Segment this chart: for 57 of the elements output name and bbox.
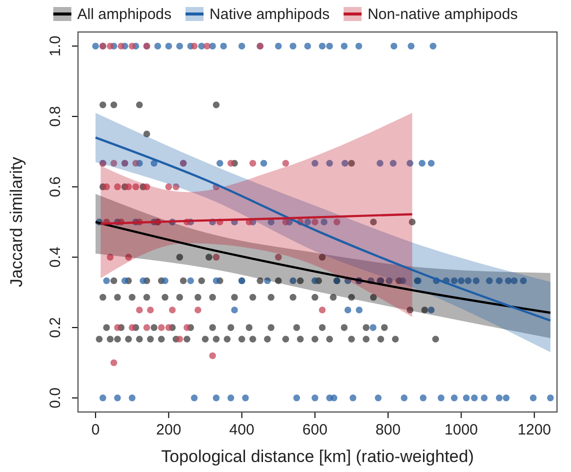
point [114, 183, 121, 190]
point [125, 183, 132, 190]
point [132, 160, 140, 167]
y-tick-label: 0.2 [47, 317, 64, 338]
x-tick-label: 1200 [518, 422, 552, 438]
y-tick-label: 0.0 [47, 387, 64, 408]
x-axis-title: Topological distance [km] (ratio-weighted) [161, 447, 474, 466]
point [282, 218, 290, 226]
point [125, 254, 132, 261]
point [212, 254, 220, 261]
point [209, 352, 216, 360]
point [143, 183, 150, 190]
point [227, 160, 234, 167]
point [176, 336, 184, 343]
point [190, 42, 198, 50]
y-tick-label: 1.0 [47, 36, 64, 57]
point [249, 160, 256, 167]
point [118, 42, 125, 50]
point [282, 160, 290, 167]
point [110, 359, 118, 366]
y-tick-label: 0.4 [47, 246, 64, 268]
point [128, 42, 136, 50]
line-series [94, 136, 552, 322]
point [132, 183, 140, 190]
point [114, 324, 121, 331]
point [143, 324, 150, 331]
point [194, 306, 202, 314]
point [158, 324, 165, 331]
point [184, 324, 190, 331]
x-tick-label: 600 [302, 422, 328, 438]
point [312, 218, 318, 226]
point [333, 218, 340, 226]
point [165, 183, 172, 190]
legend-label: Non-native amphipods [368, 6, 518, 23]
y-tick-label: 0.8 [47, 106, 64, 127]
x-tick-label: 1000 [444, 422, 478, 438]
legend-label: All amphipods [77, 6, 172, 23]
x-tick-label: 400 [229, 422, 254, 438]
point [103, 183, 110, 190]
y-axis-title: Jaccard similarity [7, 156, 26, 288]
point [172, 183, 180, 190]
point [165, 324, 172, 331]
x-tick-label: 0 [91, 422, 100, 438]
x-tick-label: 800 [376, 422, 401, 438]
point [318, 306, 326, 314]
legend-label: Native amphipods [210, 6, 330, 23]
point [136, 306, 143, 314]
point [110, 160, 118, 167]
point [128, 324, 136, 331]
point [168, 306, 176, 314]
x-tick-label: 200 [156, 422, 182, 438]
point [106, 42, 114, 50]
point [147, 306, 154, 314]
y-tick-label: 0.6 [47, 176, 64, 198]
point [106, 254, 114, 261]
point [274, 254, 282, 261]
point [204, 42, 210, 50]
